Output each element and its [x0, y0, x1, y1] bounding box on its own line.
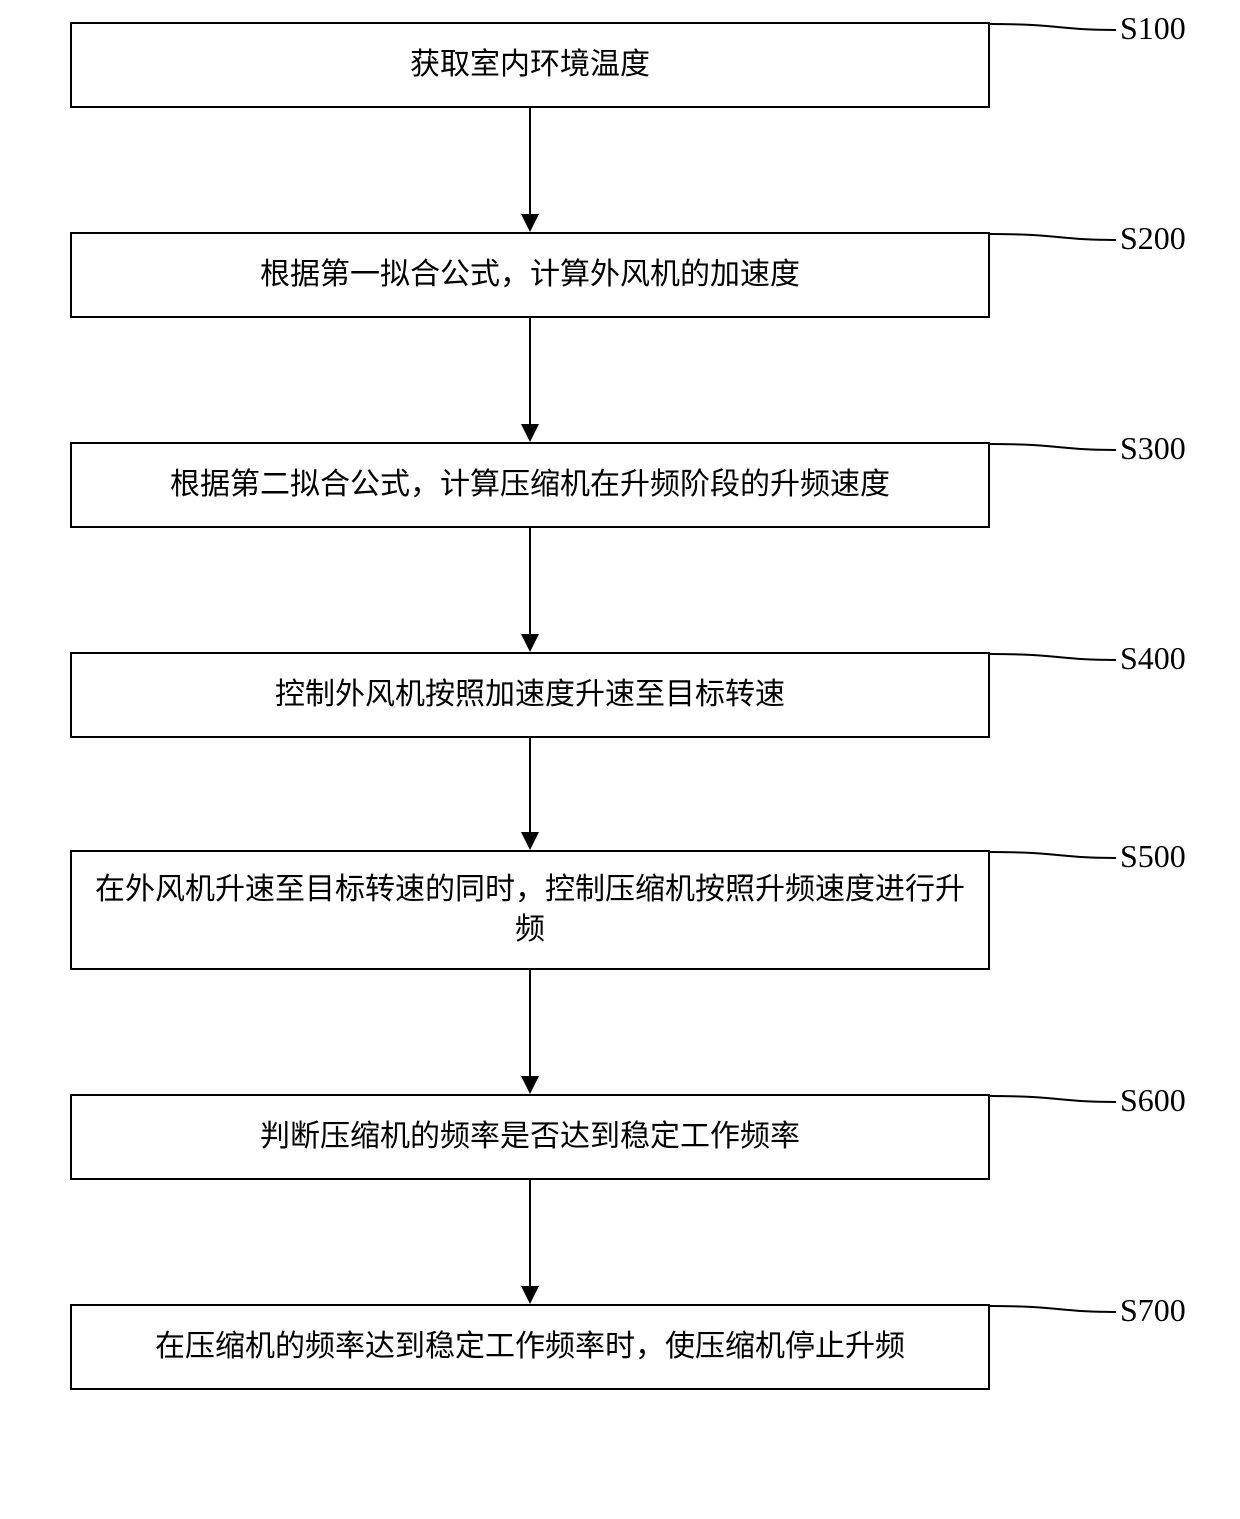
flow-arrow: [510, 318, 550, 442]
label-connector: [988, 232, 1118, 242]
label-connector: [988, 850, 1118, 860]
step-label-s200: S200: [1120, 220, 1186, 257]
step-box-s500: 在外风机升速至目标转速的同时，控制压缩机按照升频速度进行升频: [70, 850, 990, 970]
flow-arrow: [510, 970, 550, 1094]
step-box-s100: 获取室内环境温度: [70, 22, 990, 108]
step-box-s300: 根据第二拟合公式，计算压缩机在升频阶段的升频速度: [70, 442, 990, 528]
step-text: 获取室内环境温度: [410, 45, 650, 86]
label-connector: [988, 22, 1118, 32]
label-connector: [988, 652, 1118, 662]
step-text: 判断压缩机的频率是否达到稳定工作频率: [260, 1117, 800, 1158]
flowchart-canvas: 获取室内环境温度 S100 根据第一拟合公式，计算外风机的加速度 S200 根据第二拟合…: [0, 0, 1240, 1519]
label-connector: [988, 1094, 1118, 1104]
step-box-s200: 根据第一拟合公式，计算外风机的加速度: [70, 232, 990, 318]
step-box-s700: 在压缩机的频率达到稳定工作频率时，使压缩机停止升频: [70, 1304, 990, 1390]
step-label-s700: S700: [1120, 1292, 1186, 1329]
label-connector: [988, 442, 1118, 452]
step-text: 控制外风机按照加速度升速至目标转速: [275, 675, 785, 716]
flow-arrow: [510, 108, 550, 232]
step-label-s100: S100: [1120, 10, 1186, 47]
step-box-s400: 控制外风机按照加速度升速至目标转速: [70, 652, 990, 738]
flow-arrow: [510, 738, 550, 850]
flow-arrow: [510, 1180, 550, 1304]
label-connector: [988, 1304, 1118, 1314]
step-text: 根据第二拟合公式，计算压缩机在升频阶段的升频速度: [170, 465, 890, 506]
flow-arrow: [510, 528, 550, 652]
step-label-s300: S300: [1120, 430, 1186, 467]
step-label-s500: S500: [1120, 838, 1186, 875]
step-label-s600: S600: [1120, 1082, 1186, 1119]
step-text: 在压缩机的频率达到稳定工作频率时，使压缩机停止升频: [155, 1327, 905, 1368]
step-box-s600: 判断压缩机的频率是否达到稳定工作频率: [70, 1094, 990, 1180]
step-label-s400: S400: [1120, 640, 1186, 677]
step-text: 根据第一拟合公式，计算外风机的加速度: [260, 255, 800, 296]
step-text: 在外风机升速至目标转速的同时，控制压缩机按照升频速度进行升频: [92, 870, 968, 951]
